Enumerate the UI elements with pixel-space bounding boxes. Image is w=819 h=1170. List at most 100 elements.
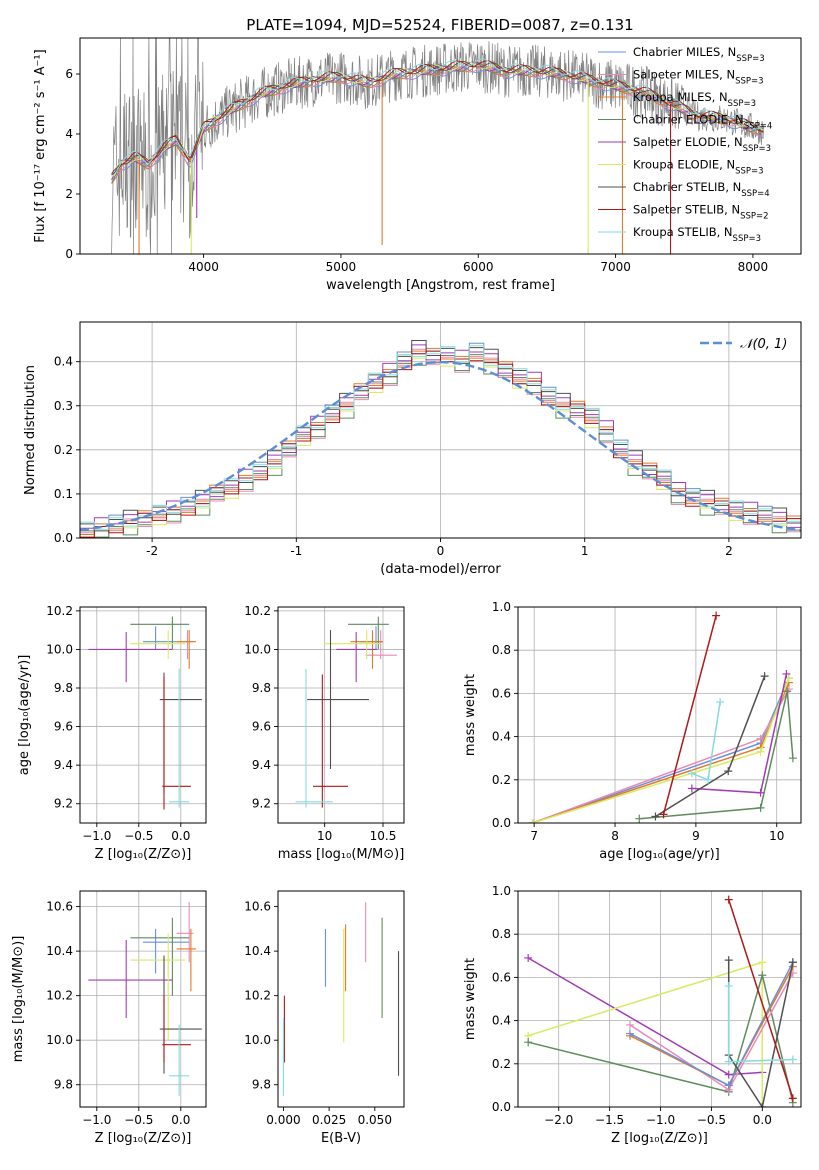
y-tick-label: 0.2: [492, 1057, 511, 1071]
x-tick-label: −1.0: [646, 1113, 675, 1127]
y-tick-label: 10.2: [244, 989, 271, 1003]
x-tick-label: 0.050: [358, 1113, 392, 1127]
y-tick-label: 0.4: [492, 730, 511, 744]
legend-label-kroupa_stelib-part: SSP=3: [733, 234, 761, 244]
plot-area-mass_vs_Z: [88, 902, 202, 1096]
y-axis-label-part: mass weight: [463, 958, 478, 1040]
y-axis-label-part: age [log₁₀(age/yr)]: [17, 655, 32, 776]
weight-marker-chabrier_elodie: [783, 687, 792, 696]
legend-label-kroupa_stelib: Kroupa STELIB, NSSP=3: [633, 225, 761, 244]
x-tick-label: 5000: [326, 260, 357, 274]
x-tick-label: 0: [437, 544, 445, 558]
x-axis-label: Z [log₁₀(Z/Z⊙)]: [95, 1131, 192, 1146]
legend-label-salpeter_miles: Salpeter MILES, NSSP=3: [633, 68, 764, 87]
legend-label-kroupa_elodie-part: SSP=3: [735, 167, 763, 177]
legend-label-salpeter_stelib-part: SSP=2: [740, 212, 768, 222]
model-spectrum-salpeter_elodie: [111, 61, 764, 181]
axes-frame: [79, 606, 207, 824]
weight-marker-kroupa_stelib: [724, 1057, 733, 1066]
legend-label-kroupa_stelib-part: Kroupa STELIB, N: [633, 225, 733, 239]
panel-spectrum: 4000 5000 6000 7000 8000 0 2 4 6 wavelength [Angs…: [33, 37, 802, 293]
weight-marker-salpeter_elodie: [782, 669, 791, 678]
legend-label-salpeter_elodie: Salpeter ELODIE, NSSP=3: [633, 135, 771, 154]
legend-label-salpeter_stelib: Salpeter STELIB, NSSP=2: [633, 203, 769, 222]
axes-frame: [79, 321, 802, 539]
y-tick-label: 0.4: [54, 355, 73, 369]
weight-marker-chabrier_elodie: [524, 1038, 533, 1047]
weight-marker-kroupa_stelib: [704, 775, 713, 784]
panel-mass_vs_EBV: 0.000 0.025 0.050 9.8 10.0 10.2 10.4 10.6 E(B-V): [244, 890, 405, 1146]
plot-area-weight_vs_Z: [524, 895, 797, 1107]
x-axis-label-part: wavelength [Angstrom, rest frame]: [326, 278, 555, 293]
y-tick-label: 0.0: [492, 816, 511, 830]
y-tick-label: 2: [65, 187, 73, 201]
legend-label-chabrier_elodie-part: SSP=4: [744, 122, 772, 132]
weight-marker-kroupa_stelib: [788, 1055, 797, 1064]
weight-line-salpeter_elodie: [527, 957, 763, 1076]
legend-label-salpeter_miles-part: Salpeter MILES, N: [633, 68, 735, 82]
y-tick-label: 10.2: [244, 604, 271, 618]
weight-marker-salpeter_stelib: [788, 1094, 797, 1103]
model-spectrum-kroupa_stelib: [111, 58, 764, 178]
figure-title: PLATE=1094, MJD=52524, FIBERID=0087, z=0…: [246, 16, 633, 34]
weight-marker-salpeter_miles: [625, 1020, 634, 1029]
y-tick-label: 10.0: [244, 1033, 271, 1047]
axes-frame: [277, 606, 405, 824]
y-tick-label: 9.6: [54, 720, 73, 734]
weight-line-chabrier_stelib: [655, 675, 766, 818]
plot-area-age_vs_Z: [88, 616, 202, 810]
weight-line-salpeter_elodie: [691, 673, 788, 794]
weight-marker-salpeter_stelib: [724, 895, 733, 904]
y-tick-label: 0.8: [492, 643, 511, 657]
axes-frame: [517, 606, 802, 824]
panel-age_vs_mass: 10 10.5 9.2 9.4 9.6 9.8 10.0 10.2 mass [log₁₀(M/…: [244, 604, 405, 862]
weight-marker-kroupa_stelib: [716, 698, 725, 707]
axes-frame: [79, 890, 207, 1108]
legend-label-salpeter_elodie-part: Salpeter ELODIE, N: [633, 135, 743, 149]
y-axis-label-part: Flux [f 10⁻¹⁷ erg cm⁻² s⁻¹ A⁻¹]: [33, 49, 48, 242]
y-tick-label: 6: [65, 67, 73, 81]
y-axis-label-part: mass weight: [463, 674, 478, 756]
plot-area-mass_vs_EBV: [282, 902, 400, 1096]
plot-area-age_vs_mass: [295, 616, 397, 808]
x-tick-label: 0.025: [312, 1113, 346, 1127]
x-tick-label: 0.0: [171, 829, 190, 843]
x-tick-label: 2: [725, 544, 733, 558]
weight-marker-chabrier_miles: [724, 1081, 733, 1090]
x-axis-label: E(B-V): [321, 1131, 361, 1146]
weight-marker-chabrier_miles: [625, 1029, 634, 1038]
weight-marker-salpeter_elodie: [724, 1070, 733, 1079]
y-tick-label: 10.4: [46, 944, 73, 958]
weight-marker-salpeter_stelib: [659, 810, 668, 819]
x-tick-label: 1: [581, 544, 589, 558]
y-tick-label: 9.8: [252, 1078, 271, 1092]
legend-label-chabrier_stelib-part: Chabrier STELIB, N: [633, 180, 741, 194]
weight-marker-salpeter_elodie: [756, 788, 765, 797]
x-tick-label: 8: [611, 829, 619, 843]
legend-label-salpeter_elodie-part: SSP=3: [743, 144, 771, 154]
y-tick-label: 9.8: [252, 681, 271, 695]
y-tick-label: 9.4: [252, 758, 271, 772]
y-axis-label-part: Normed distribution: [23, 365, 38, 495]
weight-marker-salpeter_elodie: [524, 953, 533, 962]
legend-label-chabrier_stelib: Chabrier STELIB, NSSP=4: [633, 180, 770, 199]
plot-area-weight_vs_age: [528, 611, 797, 823]
y-tick-label: 0.6: [492, 686, 511, 700]
y-tick-label: 0.0: [54, 531, 73, 545]
x-tick-label: 9: [692, 829, 700, 843]
y-tick-label: 10.2: [46, 604, 73, 618]
x-tick-label: −1.5: [595, 1113, 624, 1127]
x-tick-label: 10: [317, 829, 332, 843]
y-tick-label: 0.8: [492, 927, 511, 941]
weight-line-chabrier_elodie: [639, 691, 794, 820]
y-tick-label: 10.0: [46, 1033, 73, 1047]
gaussian-curve: [80, 360, 801, 532]
observed-spectrum: [111, 38, 764, 254]
model-spectrum-salpeter_miles: [111, 65, 764, 182]
y-tick-label: 9.8: [54, 681, 73, 695]
axes-frame: [277, 890, 405, 1108]
legend-label-kroupa_elodie: Kroupa ELODIE, NSSP=3: [633, 158, 764, 177]
x-tick-label: 10.5: [370, 829, 397, 843]
panel-age_vs_Z: −1.0 −0.5 0.0 9.2 9.4 9.6 9.8 10.0 10.2 Z [log₁₀(…: [17, 604, 207, 862]
